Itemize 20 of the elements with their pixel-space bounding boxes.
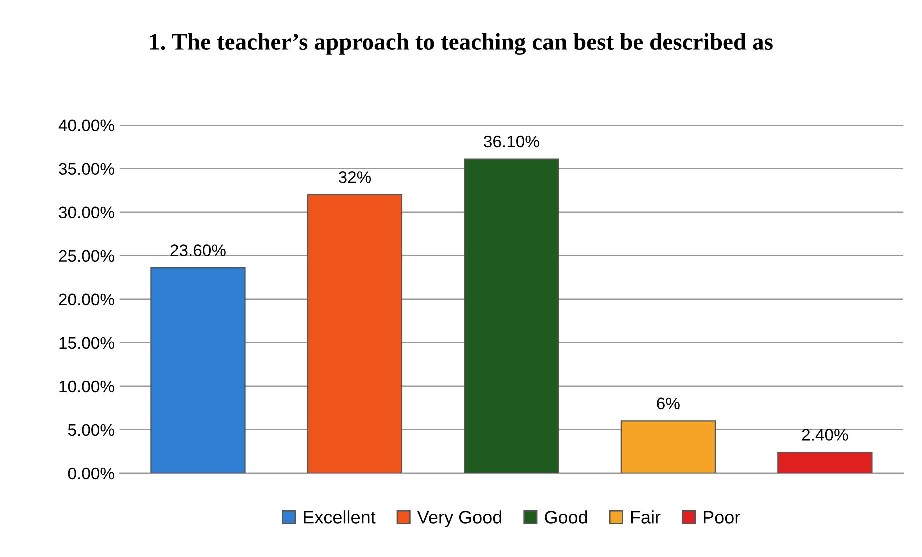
data-label: 36.10% [484,136,540,148]
data-label: 2.40% [802,429,848,441]
legend-label: Fair [631,510,661,524]
legend-label: Very Good [417,510,502,528]
legend-label: Poor [704,511,740,524]
data-label: 32% [338,172,372,184]
y-tick-label: 30.00% [59,206,114,219]
legend-label: Good [545,510,588,524]
y-tick-label: 20.00% [59,294,114,306]
y-tick-label: 5.00% [68,424,114,436]
y-tick-label: 15.00% [60,337,114,350]
y-tick-label: 35.00% [59,163,114,176]
chart-title: 1. The teacher’s approach to teaching can best be described as [150,33,773,56]
y-tick-label: 25.00% [59,250,114,262]
data-label: 23.60% [170,244,226,256]
data-label: 6% [657,398,680,410]
legend-label: Excellent [304,510,376,524]
y-tick-label: 0.00% [68,468,114,480]
y-tick-label: 10.00% [60,380,114,393]
y-tick-label: 40.00% [58,120,114,132]
